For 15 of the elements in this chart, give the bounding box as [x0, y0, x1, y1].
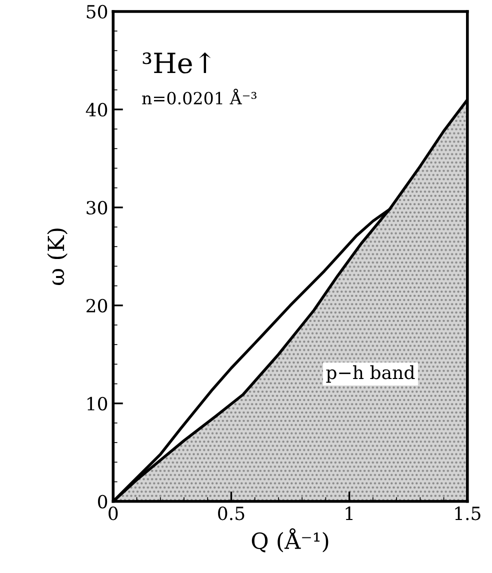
- x-tick-label: 0.5: [218, 506, 244, 520]
- x-tick-label: 1: [346, 506, 352, 520]
- y-tick-label: 20: [86, 298, 108, 313]
- y-tick-label: 10: [88, 396, 108, 411]
- y-tick-label: 40: [86, 102, 108, 117]
- y-tick-label: 30: [86, 200, 108, 215]
- y-tick-label: 0: [98, 494, 108, 508]
- annotation: n=0.0201 Å⁻³: [142, 88, 256, 104]
- x-axis-title: Q (Å⁻¹): [252, 528, 328, 552]
- y-axis-title: ω (K): [47, 228, 68, 286]
- annotation: p−h band: [326, 365, 415, 383]
- x-tick-label: 1.5: [455, 506, 480, 520]
- annotation: ³He↑: [142, 52, 211, 74]
- y-tick-label: 50: [86, 4, 108, 19]
- x-tick-label: 0: [108, 506, 118, 520]
